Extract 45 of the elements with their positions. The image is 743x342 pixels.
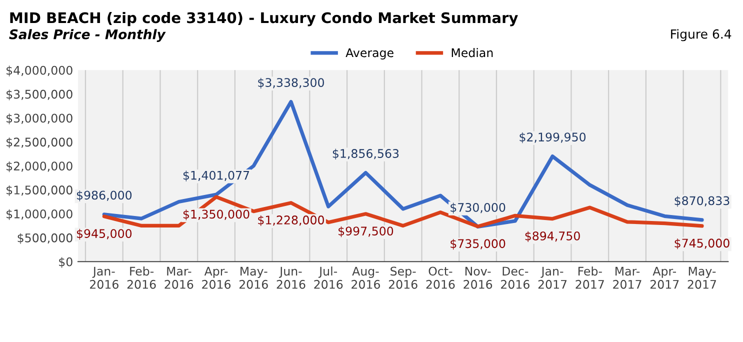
data-label: $745,000: [674, 238, 730, 250]
data-label: $1,401,077: [183, 170, 250, 182]
data-label: $997,500: [338, 226, 394, 238]
x-tick-label: May- 2017: [688, 266, 716, 289]
x-tick-label: Mar- 2016: [164, 266, 194, 289]
x-tick-label: Feb- 2017: [576, 266, 604, 289]
data-label: $3,338,300: [258, 78, 324, 89]
y-tick-label: $3,000,000: [6, 114, 72, 124]
data-label: $1,228,000: [258, 215, 324, 226]
y-tick-label: $1,000,000: [6, 209, 72, 220]
x-tick-label: May- 2016: [239, 266, 268, 289]
legend-label: Median: [452, 48, 493, 58]
chart-title: MID BEACH (zip code 33140) - Luxury Condo Market Summary: [10, 12, 518, 26]
data-label: $945,000: [76, 228, 132, 240]
data-label: $1,350,000: [183, 209, 250, 220]
x-tick-label: Jul- 2016: [314, 266, 343, 289]
data-label: $1,856,563: [332, 148, 399, 160]
data-label: $735,000: [450, 238, 506, 250]
legend-label: Average: [346, 48, 394, 60]
x-tick-label: Nov- 2016: [464, 266, 492, 289]
x-tick-label: Feb- 2016: [127, 266, 156, 289]
x-tick-label: Apr- 2017: [650, 266, 679, 289]
data-label: $870,833: [674, 196, 730, 207]
y-tick-label: $2,000,000: [6, 161, 72, 172]
x-tick-label: Oct- 2016: [426, 266, 455, 289]
x-tick-label: Mar- 2017: [613, 266, 642, 289]
y-tick-label: $500,000: [18, 233, 72, 244]
chart-subtitle: Sales Price - Monthly: [9, 29, 166, 42]
y-tick-label: $3,500,000: [6, 90, 72, 100]
x-tick-label: Jan- 2017: [538, 266, 567, 289]
data-label: $894,750: [525, 231, 580, 242]
y-tick-label: $1,500,000: [6, 185, 72, 196]
y-tick-label: $4,000,000: [6, 66, 72, 76]
caption: Figure 6.4: [671, 29, 732, 42]
x-tick-label: Aug- 2016: [352, 266, 380, 289]
y-tick-label: $2,500,000: [6, 137, 72, 148]
x-tick-label: Sep- 2016: [388, 266, 418, 289]
data-label: $730,000: [450, 202, 506, 214]
x-tick-label: Apr- 2016: [202, 266, 231, 289]
y-tick-label: $0: [59, 257, 72, 268]
data-label: $2,199,950: [520, 132, 586, 144]
data-label: $986,000: [76, 190, 132, 202]
x-tick-label: Jun- 2016: [276, 266, 306, 289]
x-tick-label: Dec- 2016: [501, 266, 530, 289]
x-tick-label: Jan- 2016: [90, 266, 118, 289]
